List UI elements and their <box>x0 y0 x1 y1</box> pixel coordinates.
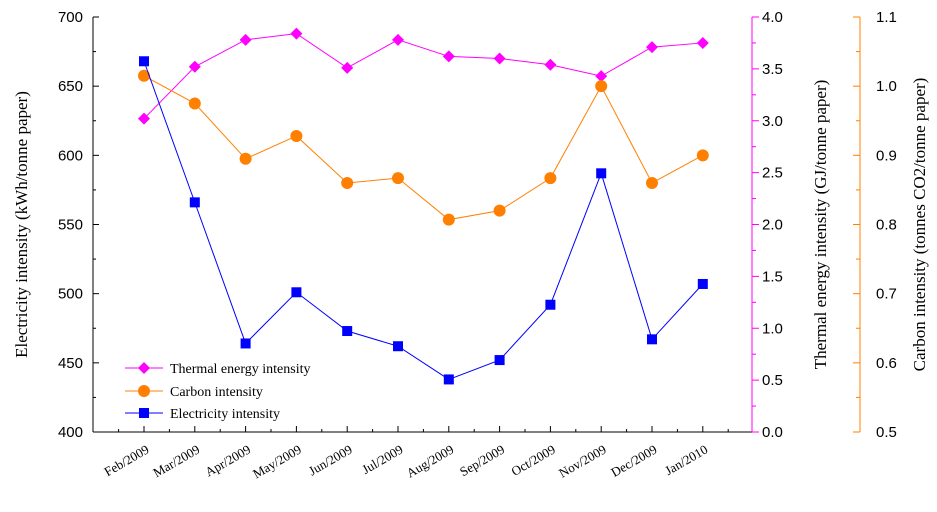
data-point-electricity-intensity <box>494 355 505 366</box>
x-axis-category-label: Dec/2009 <box>608 442 659 480</box>
right-inner-axis-tick-label: 0.0 <box>762 424 783 441</box>
x-axis-category-label: Feb/2009 <box>101 442 151 480</box>
data-point-carbon-intensity <box>341 177 354 189</box>
data-point-electricity-intensity <box>291 287 302 298</box>
legend-label-electricity: Electricity intensity <box>170 407 280 422</box>
right-outer-axis-title: Carbon intensity (tonnes CO2/tonne paper… <box>910 78 929 372</box>
series-line-carbon-intensity <box>143 75 704 221</box>
right-inner-axis-tick-label: 2.0 <box>762 217 783 234</box>
data-point-electricity-intensity <box>545 299 556 310</box>
x-axis-category-label: Oct/2009 <box>508 442 557 479</box>
data-point-carbon-intensity <box>544 172 557 185</box>
legend-marker-electricity <box>139 408 149 418</box>
left-axis-tick-label: 600 <box>58 147 83 164</box>
data-point-carbon-intensity <box>442 213 455 226</box>
data-point-electricity-intensity <box>647 334 657 345</box>
series-layer <box>138 27 709 385</box>
right-outer-axis-tick-label: 1.0 <box>876 78 897 95</box>
right-inner-axis-tick-label: 2.5 <box>762 165 783 182</box>
data-point-thermal-energy-intensity <box>188 60 201 73</box>
x-axis-category-label: Jul/2009 <box>359 442 405 477</box>
data-point-carbon-intensity <box>392 172 404 185</box>
right-outer-axis-tick-label: 0.7 <box>876 286 897 303</box>
right-outer-axis-tick-label: 0.5 <box>876 424 897 441</box>
data-point-carbon-intensity <box>493 204 506 217</box>
right-inner-axis-tick-label: 1.5 <box>762 268 783 285</box>
data-point-thermal-energy-intensity <box>544 58 557 71</box>
legend-label-thermal: Thermal energy intensity <box>170 362 310 377</box>
x-axis-category-label: May/2009 <box>250 442 304 482</box>
left-axis-tick-label: 650 <box>58 78 83 95</box>
data-point-electricity-intensity <box>697 278 708 289</box>
right-inner-axis-tick-label: 0.5 <box>762 372 783 389</box>
data-point-thermal-energy-intensity <box>646 41 658 54</box>
data-point-electricity-intensity <box>393 341 403 352</box>
right-outer-axis-tick-label: 0.8 <box>876 217 897 234</box>
data-point-carbon-intensity <box>188 97 201 110</box>
data-point-thermal-energy-intensity <box>442 50 455 63</box>
x-axis-category-label: Mar/2009 <box>150 442 202 481</box>
right-inner-axis-title: Thermal energy intensity (GJ/tonne paper… <box>811 80 830 370</box>
x-axis-category-label: Jun/2009 <box>306 442 355 479</box>
left-axis-tick-label: 550 <box>58 217 83 234</box>
x-axis-category-label: Sep/2009 <box>457 442 507 480</box>
data-point-carbon-intensity <box>595 80 608 93</box>
data-point-electricity-intensity <box>342 326 353 337</box>
data-point-carbon-intensity <box>239 152 252 165</box>
data-point-electricity-intensity <box>596 168 607 179</box>
legend-label-carbon: Carbon intensity <box>170 385 263 400</box>
x-axis-category-label: Apr/2009 <box>202 442 253 480</box>
data-point-electricity-intensity <box>443 374 454 385</box>
data-point-thermal-energy-intensity <box>341 61 354 74</box>
data-point-thermal-energy-intensity <box>493 52 506 65</box>
right-outer-axis-tick-label: 1.1 <box>876 9 897 26</box>
right-outer-axis-tick-label: 0.9 <box>876 147 897 164</box>
data-point-thermal-energy-intensity <box>595 70 608 83</box>
data-point-electricity-intensity <box>189 197 200 208</box>
data-point-electricity-intensity <box>240 338 251 349</box>
x-axis-category-label: Jan/2010 <box>662 442 710 478</box>
series-line-thermal-energy-intensity <box>143 33 703 120</box>
right-outer-axis-tick-label: 0.6 <box>876 355 897 372</box>
x-axis-category-label: Nov/2009 <box>556 442 609 481</box>
data-point-thermal-energy-intensity <box>290 27 303 40</box>
left-axis-tick-label: 400 <box>58 424 83 441</box>
legend-marker-carbon <box>138 385 150 397</box>
right-inner-axis-tick-label: 4.0 <box>762 9 783 26</box>
right-inner-axis-tick-label: 1.0 <box>762 320 783 337</box>
axes-layer: 400 450 500 550 600 650 700 Electricity intensi… <box>12 9 929 481</box>
right-inner-axis-tick-label: 3.0 <box>762 113 783 130</box>
data-point-electricity-intensity <box>139 56 149 67</box>
data-point-carbon-intensity <box>138 69 150 82</box>
legend: Thermal energy intensity Carbon intensit… <box>125 362 310 422</box>
left-axis-tick-label: 500 <box>58 286 83 303</box>
left-axis-title: Electricity intensity (kWh/tonne paper) <box>12 91 31 358</box>
data-point-thermal-energy-intensity <box>392 33 404 46</box>
left-axis-tick-label: 700 <box>58 9 83 26</box>
right-inner-axis-tick-label: 3.5 <box>762 61 783 78</box>
series-line-electricity-intensity <box>143 61 704 380</box>
data-point-carbon-intensity <box>290 129 303 142</box>
data-point-thermal-energy-intensity <box>239 33 252 46</box>
legend-marker-thermal <box>138 362 150 374</box>
x-axis-category-label: Aug/2009 <box>404 442 457 481</box>
data-point-thermal-energy-intensity <box>138 112 150 125</box>
data-point-thermal-energy-intensity <box>696 36 709 49</box>
data-point-carbon-intensity <box>696 149 709 162</box>
data-point-carbon-intensity <box>646 177 658 189</box>
left-axis-tick-label: 450 <box>58 355 83 372</box>
